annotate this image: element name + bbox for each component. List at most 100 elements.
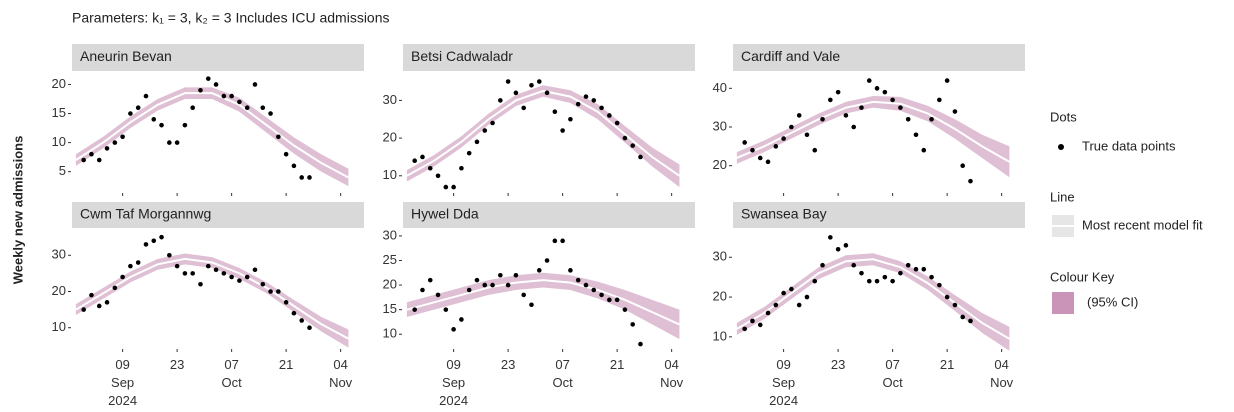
data-point xyxy=(960,163,966,168)
y-tick-label: 20 xyxy=(52,283,66,298)
data-point xyxy=(913,132,919,138)
data-point xyxy=(120,134,125,140)
data-point xyxy=(128,111,133,116)
data-point xyxy=(536,79,542,84)
data-point xyxy=(490,120,495,126)
legend-label: Most recent model fit xyxy=(1082,217,1203,232)
data-point xyxy=(750,147,755,153)
data-point xyxy=(843,243,849,248)
data-point xyxy=(828,235,833,240)
data-point xyxy=(299,175,305,180)
data-point xyxy=(221,271,227,276)
panel-title: Cardiff and Vale xyxy=(741,48,840,64)
data-point xyxy=(765,310,771,316)
data-point xyxy=(498,98,503,103)
x-tick-label: 04 Nov xyxy=(660,357,684,390)
data-point xyxy=(905,116,911,122)
data-point xyxy=(466,150,472,156)
x-tick-label: 07 Oct xyxy=(883,357,904,390)
data-point xyxy=(490,282,495,288)
y-tick-label: 20 xyxy=(713,288,727,303)
x-tick-label: 09 Sep 2024 xyxy=(769,357,798,408)
data-point xyxy=(789,286,794,292)
data-point xyxy=(630,322,636,327)
data-point xyxy=(952,302,958,308)
data-point xyxy=(112,285,118,291)
legend-dot xyxy=(1058,144,1064,150)
data-point xyxy=(599,105,604,111)
data-point xyxy=(283,151,289,157)
y-tick-label: 30 xyxy=(52,247,66,262)
data-point xyxy=(921,147,927,153)
data-point xyxy=(427,165,433,171)
data-point xyxy=(614,120,620,126)
data-point xyxy=(560,238,565,244)
data-point xyxy=(190,105,195,111)
data-point xyxy=(291,310,297,316)
y-tick-label: 20 xyxy=(383,277,397,292)
data-point xyxy=(167,140,172,145)
data-point xyxy=(521,292,526,298)
strip xyxy=(403,202,695,228)
y-tick-label: 10 xyxy=(383,326,397,341)
data-point xyxy=(757,322,763,328)
fit-line xyxy=(75,257,349,340)
data-point xyxy=(96,303,102,309)
legend-label: (95% CI) xyxy=(1087,294,1138,309)
data-point xyxy=(757,155,763,161)
data-point xyxy=(213,82,219,87)
data-point xyxy=(466,287,472,293)
data-point xyxy=(205,263,211,269)
y-tick-label: 15 xyxy=(383,301,397,316)
data-point xyxy=(591,287,597,293)
data-point xyxy=(174,140,180,145)
data-point xyxy=(229,274,234,280)
data-point xyxy=(874,278,880,284)
data-point xyxy=(890,278,895,284)
data-point xyxy=(820,116,825,122)
data-point xyxy=(521,105,526,111)
data-point xyxy=(859,105,864,110)
fit-line xyxy=(736,258,1010,340)
x-tick-label: 23 xyxy=(831,357,845,372)
data-point xyxy=(773,302,779,308)
data-point xyxy=(482,128,488,133)
data-point xyxy=(159,122,164,128)
x-tick-label: 09 Sep 2024 xyxy=(439,357,468,408)
x-tick-label: 07 Oct xyxy=(553,357,574,390)
data-point xyxy=(607,113,612,118)
data-point xyxy=(268,289,273,294)
y-tick-label: 25 xyxy=(383,252,397,267)
y-tick-label: 20 xyxy=(383,130,397,145)
data-point xyxy=(135,105,141,111)
data-point xyxy=(622,307,628,312)
y-tick-label: 10 xyxy=(52,134,66,149)
y-tick-label: 10 xyxy=(52,319,66,334)
data-point xyxy=(568,116,573,122)
data-point xyxy=(307,175,312,180)
data-point xyxy=(812,147,818,153)
data-point xyxy=(482,282,488,288)
data-point xyxy=(151,238,157,244)
data-point xyxy=(859,270,864,276)
x-tick-label: 07 Oct xyxy=(222,357,243,390)
data-point xyxy=(81,157,86,163)
x-tick-label: 21 xyxy=(940,357,954,372)
data-point xyxy=(151,117,157,122)
data-point xyxy=(898,270,903,276)
data-point xyxy=(905,262,911,268)
data-point xyxy=(765,159,771,165)
panel-title: Aneurin Bevan xyxy=(80,48,172,64)
data-point xyxy=(835,247,841,252)
x-tick-label: 21 xyxy=(610,357,624,372)
data-point xyxy=(190,271,195,276)
data-point xyxy=(505,282,511,288)
data-point xyxy=(866,78,872,83)
data-point xyxy=(968,318,973,324)
data-point xyxy=(960,314,966,320)
strip xyxy=(72,202,364,228)
data-point xyxy=(498,272,503,278)
data-point xyxy=(820,262,825,268)
fit-line xyxy=(75,92,349,179)
data-point xyxy=(451,184,456,190)
